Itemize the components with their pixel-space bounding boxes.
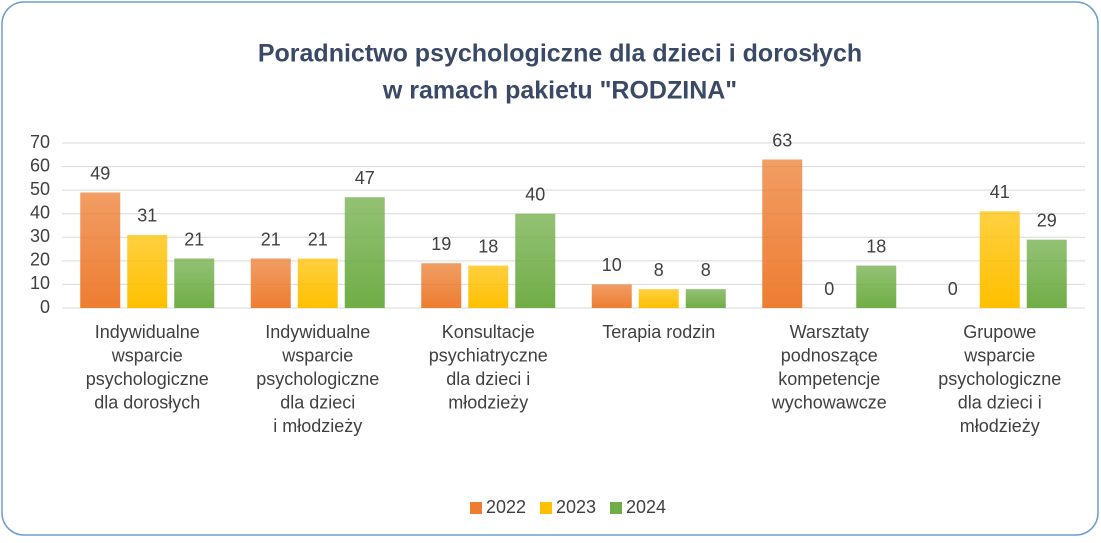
data-label: 47: [355, 168, 375, 188]
x-tick-label: Warsztaty: [790, 322, 869, 342]
legend-swatch: [470, 502, 482, 514]
x-tick-label: wsparcie: [281, 345, 353, 365]
x-tick-label: podnoszące: [781, 345, 878, 365]
x-tick-label: dla dzieci i: [958, 392, 1042, 412]
legend-swatch: [540, 502, 552, 514]
data-label: 49: [90, 163, 110, 183]
x-tick-label: Terapia rodzin: [602, 322, 715, 342]
x-tick-label: kompetencje: [778, 369, 880, 389]
x-tick-label: Indywidualne: [265, 322, 370, 342]
x-tick-label: dla dorosłych: [94, 392, 200, 412]
data-label: 21: [184, 229, 204, 249]
x-tick-label: dla dzieci i: [446, 369, 530, 389]
legend-swatch: [610, 502, 622, 514]
bar: [344, 197, 385, 308]
chart-title: w ramach pakietu "RODZINA": [382, 77, 737, 105]
x-tick-label: wychowawcze: [771, 392, 887, 412]
data-label: 18: [478, 236, 498, 256]
bar: [80, 192, 121, 308]
bar: [174, 258, 215, 308]
bar: [762, 159, 803, 308]
y-tick-label: 30: [30, 226, 50, 246]
x-tick-label: dla dzieci: [280, 392, 355, 412]
data-label: 8: [654, 260, 664, 280]
data-label: 41: [990, 182, 1010, 202]
bar: [127, 234, 168, 308]
x-tick-label: psychologiczne: [86, 369, 209, 389]
bar: [515, 213, 556, 308]
bar: [685, 289, 726, 308]
data-label: 31: [137, 206, 157, 226]
x-tick-label: i młodzieży: [273, 416, 362, 436]
bar: [468, 265, 509, 308]
bar: [979, 211, 1020, 308]
y-tick-label: 10: [30, 273, 50, 293]
legend-label: 2024: [626, 497, 666, 517]
data-label: 10: [602, 255, 622, 275]
data-label: 0: [824, 279, 834, 299]
bar: [856, 265, 897, 308]
data-label: 19: [431, 234, 451, 254]
x-tick-label: Indywidualne: [95, 322, 200, 342]
y-tick-label: 50: [30, 179, 50, 199]
y-tick-label: 0: [40, 297, 50, 317]
data-label: 18: [866, 236, 886, 256]
bar: [638, 289, 679, 308]
x-tick-label: psychologiczne: [256, 369, 379, 389]
x-tick-label: młodzieży: [448, 392, 528, 412]
chart-title: Poradnictwo psychologiczne dla dzieci i …: [258, 40, 862, 68]
bar: [1026, 239, 1067, 308]
data-label: 21: [308, 229, 328, 249]
data-label: 21: [261, 229, 281, 249]
x-tick-label: psychologiczne: [938, 369, 1061, 389]
x-tick-label: młodzieży: [960, 416, 1040, 436]
x-tick-label: psychiatryczne: [429, 345, 548, 365]
y-tick-label: 40: [30, 202, 50, 222]
y-tick-label: 60: [30, 155, 50, 175]
data-label: 40: [525, 184, 545, 204]
x-tick-label: Grupowe: [963, 322, 1036, 342]
bar: [297, 258, 338, 308]
x-tick-label: wsparcie: [963, 345, 1035, 365]
data-label: 0: [948, 279, 958, 299]
legend-label: 2023: [556, 497, 596, 517]
x-tick-label: wsparcie: [111, 345, 183, 365]
bar: [591, 284, 632, 308]
data-label: 8: [701, 260, 711, 280]
data-label: 63: [772, 130, 792, 150]
legend-label: 2022: [486, 497, 526, 517]
data-label: 29: [1037, 210, 1057, 230]
bar: [250, 258, 291, 308]
y-tick-label: 20: [30, 250, 50, 270]
x-tick-label: Konsultacje: [442, 322, 535, 342]
y-tick-label: 70: [30, 132, 50, 152]
bar: [421, 263, 462, 308]
